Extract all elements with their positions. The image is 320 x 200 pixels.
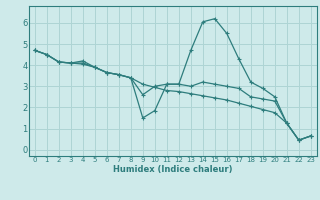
X-axis label: Humidex (Indice chaleur): Humidex (Indice chaleur) [113,165,233,174]
